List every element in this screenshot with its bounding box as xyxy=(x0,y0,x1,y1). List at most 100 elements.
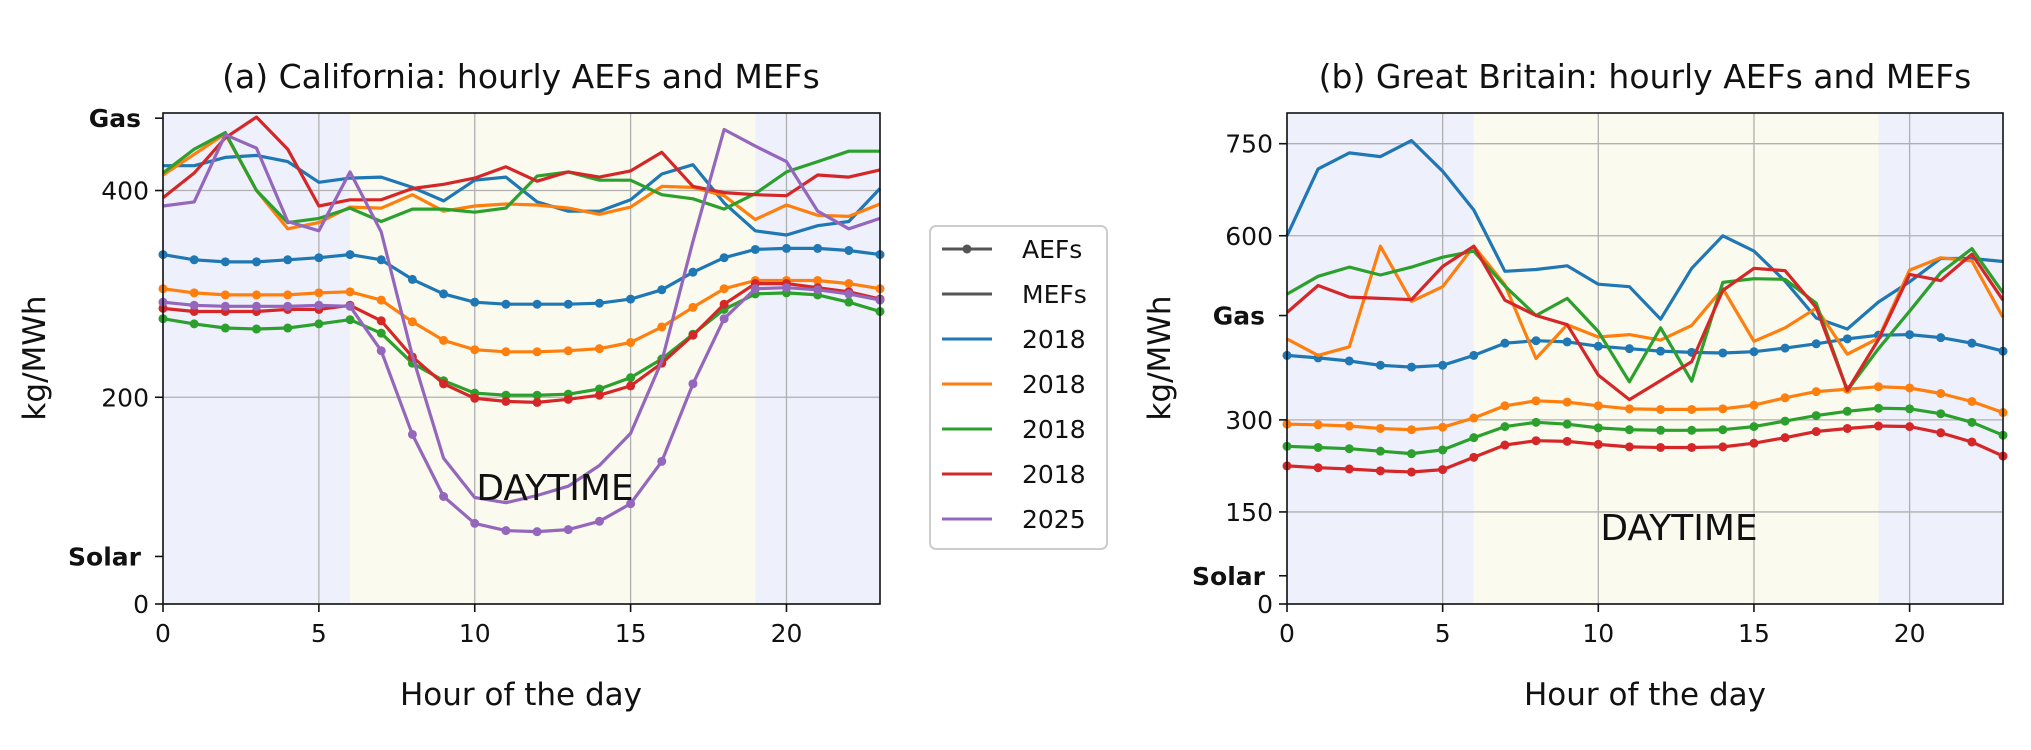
data-point xyxy=(750,244,760,254)
data-point xyxy=(1562,337,1572,347)
data-point xyxy=(844,279,854,289)
data-point xyxy=(1469,433,1479,443)
data-point xyxy=(626,294,636,304)
data-point xyxy=(1811,339,1821,349)
data-point xyxy=(532,299,542,309)
data-point xyxy=(1656,425,1666,435)
data-point xyxy=(252,290,262,300)
data-point xyxy=(407,317,417,327)
ref-tick-label-solar: Solar xyxy=(68,542,142,571)
chart-title: (a) California: hourly AEFs and MEFs xyxy=(222,57,820,96)
data-point xyxy=(1811,411,1821,421)
data-point xyxy=(314,288,324,298)
data-point xyxy=(1687,404,1697,414)
data-point xyxy=(439,491,449,501)
data-point xyxy=(719,284,729,294)
data-point xyxy=(376,316,386,326)
data-point xyxy=(594,344,604,354)
data-point xyxy=(563,346,573,356)
data-point xyxy=(1562,397,1572,407)
legend-label-orange: 2018 xyxy=(1022,370,1086,399)
data-point xyxy=(1780,433,1790,443)
data-point xyxy=(470,297,480,307)
data-point xyxy=(719,299,729,309)
series-line-mef-6 xyxy=(162,132,881,231)
data-point xyxy=(1780,416,1790,426)
data-point xyxy=(813,243,823,253)
data-point xyxy=(1936,428,1946,438)
data-point xyxy=(844,289,854,299)
data-point xyxy=(1936,388,1946,398)
data-point xyxy=(688,302,698,312)
data-point xyxy=(1718,442,1728,452)
data-point xyxy=(813,285,823,295)
data-point xyxy=(1656,442,1666,452)
data-point xyxy=(1811,387,1821,397)
data-point xyxy=(501,396,511,406)
data-point xyxy=(781,243,791,253)
legend-label-blue: 2018 xyxy=(1022,325,1086,354)
data-point xyxy=(1593,341,1603,351)
data-point xyxy=(376,346,386,356)
day-shade xyxy=(1473,113,1879,604)
series-line-aef-1 xyxy=(1286,385,2004,432)
data-point xyxy=(563,299,573,309)
data-point xyxy=(688,330,698,340)
night-shade-1 xyxy=(1878,113,2003,604)
data-point xyxy=(376,328,386,338)
series-line-mef-4 xyxy=(1285,139,2004,331)
data-point xyxy=(1407,362,1417,372)
data-point xyxy=(314,253,324,263)
data-point xyxy=(501,347,511,357)
data-point xyxy=(532,347,542,357)
data-point xyxy=(252,324,262,334)
data-point xyxy=(345,250,355,260)
data-point xyxy=(1842,406,1852,416)
data-point xyxy=(657,456,667,466)
series-line-aef-3 xyxy=(162,282,881,404)
data-point xyxy=(1500,440,1510,450)
data-point xyxy=(813,275,823,285)
data-point xyxy=(376,295,386,305)
data-point xyxy=(1718,425,1728,435)
series-line-mef-7 xyxy=(162,131,880,225)
data-point xyxy=(1407,467,1417,477)
data-point xyxy=(1624,425,1634,435)
plot-frame xyxy=(162,112,881,605)
data-point xyxy=(1905,404,1915,414)
y-tick-label: 600 xyxy=(1225,222,1273,251)
series-line-mef-9 xyxy=(162,127,881,505)
series-line-aef-3 xyxy=(1286,424,2004,474)
y-tick-label: 200 xyxy=(101,383,149,412)
data-point xyxy=(1749,347,1759,357)
data-point xyxy=(283,290,293,300)
data-point xyxy=(1313,463,1323,473)
x-tick-label: 10 xyxy=(459,619,491,648)
data-point xyxy=(220,290,230,300)
data-point xyxy=(1718,348,1728,358)
legend-label-aefs: AEFs xyxy=(1022,235,1082,264)
data-point xyxy=(532,397,542,407)
data-point xyxy=(314,300,324,310)
data-point xyxy=(1967,437,1977,447)
ref-tick-label-gas: Gas xyxy=(89,104,141,133)
data-point xyxy=(1531,417,1541,427)
day-shade xyxy=(350,113,756,604)
data-point xyxy=(1593,439,1603,449)
data-point xyxy=(719,253,729,263)
legend-label-purple: 2025 xyxy=(1022,505,1086,534)
data-point xyxy=(750,284,760,294)
data-point xyxy=(688,267,698,277)
data-point xyxy=(1375,466,1385,476)
data-point xyxy=(1407,425,1417,435)
series-line-aef-0 xyxy=(162,246,881,306)
data-point xyxy=(594,298,604,308)
data-point xyxy=(1780,393,1790,403)
data-point xyxy=(1780,343,1790,353)
legend-entry-purple: 2025 xyxy=(942,505,1086,534)
data-point xyxy=(1873,421,1883,431)
data-point xyxy=(189,306,199,316)
y-tick-label: 300 xyxy=(1225,406,1273,435)
y-tick-label: 400 xyxy=(101,177,149,206)
data-point xyxy=(844,245,854,255)
